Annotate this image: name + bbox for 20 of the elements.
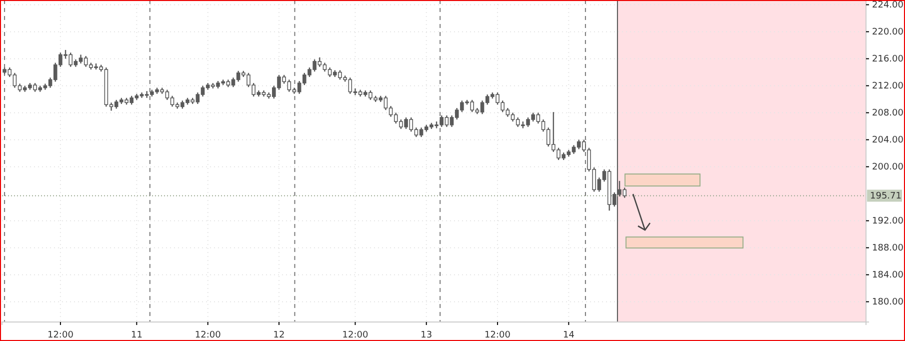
- y-tick-label: 192.00: [872, 216, 904, 227]
- y-tick-label: 200.00: [872, 162, 904, 173]
- x-tick-label: 12:00: [47, 330, 74, 340]
- y-tick-label: 212.00: [872, 82, 904, 92]
- x-tick-label: 12:00: [484, 330, 511, 340]
- x-tick-label: 12: [273, 330, 285, 340]
- x-tick-label: 11: [130, 330, 142, 340]
- y-tick-label: 180.00: [872, 298, 904, 308]
- x-tick-label: 13: [420, 330, 432, 340]
- y-tick-label: 184.00: [872, 270, 904, 281]
- y-tick-label: 224.00: [872, 0, 904, 11]
- y-tick-label: 204.00: [872, 136, 904, 146]
- y-tick-label: 220.00: [872, 28, 904, 38]
- x-tick-label: 12:00: [342, 330, 368, 340]
- x-tick-label: 14: [562, 330, 575, 340]
- ref-line-label: 195.71: [870, 192, 902, 202]
- y-tick-label: 216.00: [872, 54, 904, 65]
- y-tick-label: 188.00: [872, 244, 904, 254]
- x-tick-label: 12:00: [194, 330, 222, 340]
- y-tick-label: 208.00: [872, 108, 904, 119]
